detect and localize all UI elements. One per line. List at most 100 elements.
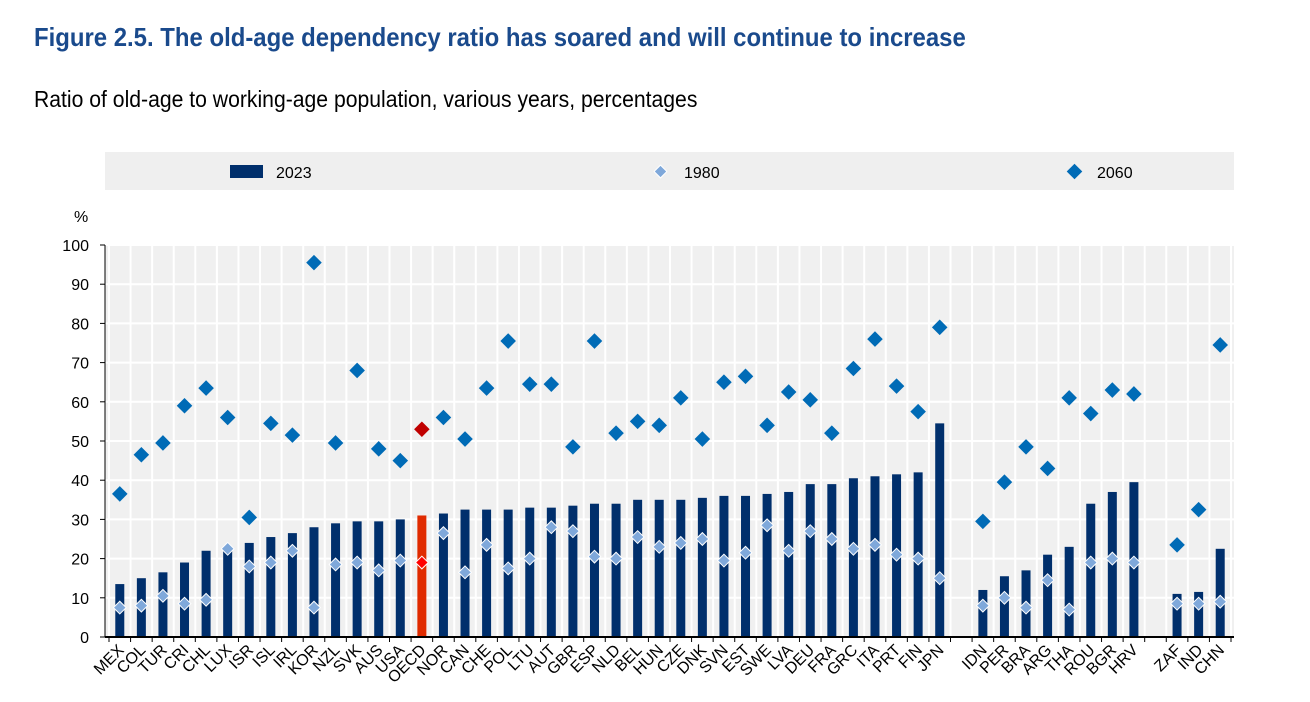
bar-2023-DNK	[697, 497, 707, 637]
bar-2023-THA	[1064, 546, 1074, 637]
point-1980-PER	[997, 590, 1012, 605]
bar-2023-NLD	[611, 503, 621, 637]
bar-2023-JPN	[935, 423, 945, 637]
y-tick-label: 0	[80, 630, 89, 647]
point-1980-SWE	[760, 518, 775, 533]
bar-2023-IRL	[287, 533, 297, 637]
point-1980-ZAF	[1169, 596, 1185, 611]
point-1980-CHN	[1213, 594, 1228, 609]
point-1980-ISL	[263, 555, 278, 570]
legend-box	[105, 152, 1234, 190]
bar-2023-OECD	[417, 515, 427, 637]
legend-label-2023: 2023	[276, 165, 312, 182]
bar-2023-FRA	[827, 484, 837, 637]
point-2060-THA	[1061, 390, 1077, 406]
point-1980-AUT	[544, 520, 559, 535]
point-2060-ISR	[241, 509, 258, 526]
legend-label-2060: 2060	[1097, 165, 1133, 182]
chart-subtitle: Ratio of old-age to working-age populati…	[34, 86, 698, 112]
point-1980-FIN	[911, 551, 926, 566]
point-1980-IRL	[285, 543, 300, 558]
point-2060-ARG	[1039, 460, 1056, 477]
point-2060-BGR	[1104, 382, 1121, 398]
bar-2023-HUN	[654, 499, 664, 637]
x-tick-label: JPN	[914, 642, 947, 675]
y-tick-label: 50	[71, 434, 89, 451]
bar-2023-NZL	[331, 523, 341, 637]
bar-2023-ISR	[244, 542, 254, 637]
point-1980-GRC	[846, 541, 861, 556]
bar-2023-LTU	[525, 507, 535, 637]
point-1980-BEL	[630, 529, 645, 545]
bar-2023-LUX	[223, 548, 233, 637]
y-tick-label: 30	[71, 512, 89, 529]
bar-2023-PER	[999, 576, 1009, 637]
point-1980-SVK	[350, 555, 365, 570]
bar-2023-ROU	[1086, 503, 1096, 637]
bar-2023-GRC	[848, 478, 858, 637]
point-1980-NLD	[608, 551, 624, 566]
point-1980-ESP	[587, 549, 602, 564]
legend-swatch-1980	[653, 164, 668, 179]
y-tick-label: 10	[71, 591, 89, 608]
point-1980-HRV	[1126, 555, 1141, 570]
bar-2023-SVK	[352, 521, 362, 637]
point-1980-JPN	[932, 571, 947, 586]
point-1980-IDN	[975, 598, 990, 613]
point-1980-DNK	[695, 531, 710, 547]
bar-2023-ZAF	[1172, 593, 1182, 637]
bar-2023-GBR	[568, 505, 578, 637]
point-1980-ISR	[242, 559, 257, 574]
bar-2023-IDN	[978, 589, 988, 637]
point-1980-CAN	[457, 565, 473, 580]
point-1980-COL	[134, 598, 149, 613]
point-1980-HUN	[652, 539, 667, 554]
point-1980-CHE	[479, 537, 494, 552]
point-1980-CRI	[177, 596, 192, 611]
bar-2023-SWE	[762, 493, 772, 637]
y-tick-label: 70	[71, 356, 89, 373]
point-1980-AUS	[371, 563, 386, 578]
point-1980-KOR	[306, 600, 322, 615]
point-2060-TUR	[155, 435, 171, 451]
bar-2023-LVA	[784, 491, 794, 637]
point-1980-EST	[738, 545, 753, 560]
point-1980-TUR	[155, 588, 171, 603]
point-1980-GBR	[565, 524, 580, 539]
point-1980-THA	[1062, 602, 1077, 617]
point-1980-POL	[501, 561, 516, 576]
point-1980-ITA	[867, 537, 883, 552]
bar-2023-CZE	[676, 499, 686, 637]
y-tick-label: 60	[71, 395, 89, 412]
point-1980-CHL	[199, 592, 214, 607]
legend-label-1980: 1980	[684, 165, 720, 182]
bar-2023-TUR	[158, 572, 168, 637]
bar-2023-KOR	[309, 527, 319, 637]
point-1980-ARG	[1040, 573, 1055, 588]
point-1980-USA	[393, 553, 408, 568]
point-2060-LUX	[219, 409, 236, 426]
point-1980-NOR	[436, 526, 451, 541]
point-1980-LTU	[522, 551, 537, 566]
point-1980-PRT	[889, 547, 904, 562]
bar-2023-EST	[741, 495, 751, 637]
legend-item-2023: 2023	[230, 165, 312, 182]
legend-item-1980: 1980	[653, 164, 720, 182]
point-1980-DEU	[803, 524, 818, 539]
point-2060-CHL	[198, 380, 214, 396]
y-tick-label: 80	[71, 316, 89, 333]
point-2060-CRI	[176, 397, 193, 414]
point-2060-IDN	[975, 513, 991, 530]
bar-2023-ARG	[1043, 554, 1053, 637]
legend-swatch-2060	[1066, 163, 1083, 180]
point-1980-BRA	[1018, 600, 1034, 615]
y-axis-unit: %	[74, 209, 88, 226]
bar-2023-CHN	[1215, 548, 1225, 637]
point-1980-NZL	[328, 557, 343, 572]
legend-swatch-2023	[230, 165, 263, 178]
point-1980-OECD	[414, 555, 429, 570]
point-1980-MEX	[112, 600, 127, 615]
point-2060-ROU	[1082, 405, 1099, 422]
bar-2023-AUT	[546, 507, 556, 637]
